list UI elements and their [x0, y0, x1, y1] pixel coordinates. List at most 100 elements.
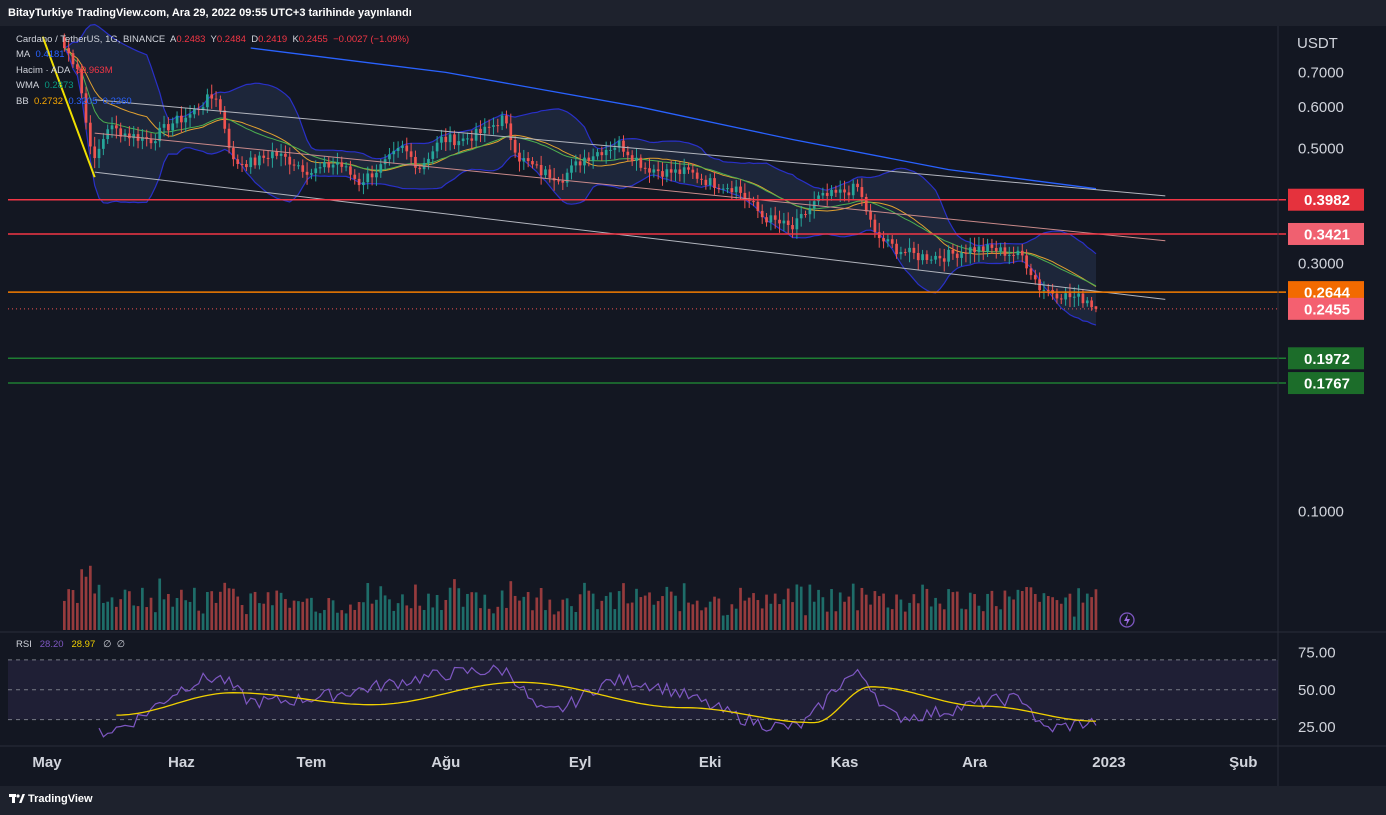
volume-bar — [158, 578, 162, 630]
candle-body — [357, 178, 361, 186]
candle-body — [912, 247, 916, 253]
candle-body — [435, 142, 439, 152]
rsi-label: RSI — [16, 639, 32, 650]
volume-bar — [908, 602, 911, 630]
candle-body — [851, 183, 855, 196]
volume-bar — [739, 587, 742, 630]
y-tick-label: 0.5000 — [1298, 140, 1344, 157]
volume-bar — [708, 601, 712, 630]
volume-bar — [886, 607, 890, 630]
candle-body — [960, 252, 963, 258]
rsi-extra-2: ∅ — [116, 639, 126, 650]
price-chart[interactable]: 0.39820.34210.26440.24550.19720.17670.70… — [0, 0, 1386, 786]
candle-body — [448, 134, 452, 143]
volume-bar — [1077, 588, 1080, 630]
volume-bar — [890, 609, 894, 630]
volume-bar — [687, 602, 690, 630]
volume-bar — [171, 606, 175, 630]
legend-ma-row[interactable]: MA 0.4181 — [16, 47, 409, 62]
candle-body — [942, 258, 946, 262]
drawings — [8, 36, 1286, 384]
volume-bar — [860, 587, 864, 630]
volume-bar — [470, 592, 474, 630]
candles — [63, 33, 1098, 313]
volume-bar — [275, 590, 279, 630]
candle-body — [470, 138, 474, 141]
candle-body — [227, 128, 231, 148]
candle-body — [262, 155, 266, 158]
legend-vol-row[interactable]: Hacim · ADA 39.963M — [16, 63, 409, 78]
price-level-label: 0.1972 — [1304, 351, 1350, 368]
candle-body — [353, 174, 357, 179]
volume-bar — [67, 589, 71, 630]
legend-symbol[interactable]: Cardano / TetherUS, 1G, BINANCE — [16, 34, 166, 45]
candle-body — [877, 232, 881, 239]
candle-body — [1077, 293, 1080, 297]
volume-bar — [535, 597, 539, 630]
volume-bar — [500, 590, 504, 630]
candle-body — [223, 110, 227, 129]
candle-body — [955, 253, 959, 258]
candle-body — [825, 192, 829, 196]
volume-bar — [843, 601, 846, 630]
volume-bar — [461, 606, 465, 630]
candle-body — [219, 99, 222, 111]
candle-body — [1012, 254, 1015, 256]
volume-bar — [1064, 597, 1067, 630]
volume-bar — [479, 608, 482, 630]
volume-bar — [626, 603, 630, 630]
volume-bar — [665, 586, 669, 630]
volume-bar — [609, 592, 612, 630]
candle-body — [756, 201, 760, 211]
volume-bar — [639, 597, 643, 630]
volume-bar — [544, 610, 547, 630]
candle-body — [431, 151, 435, 159]
volume-bar — [934, 597, 937, 630]
candle-body — [691, 169, 695, 173]
legend-bb-row[interactable]: BB 0.2732 0.3205 0.2260 — [16, 94, 409, 109]
candle-body — [630, 155, 634, 161]
candle-body — [80, 68, 84, 94]
volume-bar — [162, 599, 166, 630]
volume-bar — [994, 606, 998, 630]
price-level-label: 0.2644 — [1304, 285, 1351, 302]
volume-bar — [955, 591, 959, 630]
volume-bar — [448, 587, 452, 630]
rsi-legend[interactable]: RSI 28.20 28.97 ∅ ∅ — [16, 639, 125, 650]
candle-body — [669, 169, 673, 173]
volume-bar — [1003, 590, 1007, 630]
volume-bar — [782, 599, 786, 630]
candle-body — [947, 249, 950, 262]
volume-bar — [574, 611, 578, 630]
volume-bar — [149, 597, 153, 630]
volume-bar — [435, 594, 439, 630]
candle-body — [596, 152, 599, 157]
rsi-y-tick-label: 50.00 — [1298, 682, 1336, 699]
candle-body — [804, 214, 807, 216]
candle-body — [401, 145, 404, 148]
volume-bar — [210, 591, 214, 630]
candle-body — [531, 161, 534, 165]
candle-body — [206, 94, 209, 108]
candle-body — [1003, 247, 1007, 256]
volume-bar — [756, 600, 760, 630]
x-tick-label: Ağu — [431, 754, 460, 771]
volume-bar — [97, 584, 101, 630]
candle-body — [544, 169, 547, 176]
legend-wma-row[interactable]: WMA 0.2873 — [16, 78, 409, 93]
axis-unit-label: USDT — [1297, 35, 1338, 52]
candle-body — [496, 125, 500, 127]
candle-body — [864, 196, 868, 212]
footer-brand[interactable]: TradingView — [28, 793, 93, 805]
candle-body — [253, 157, 257, 166]
candle-body — [782, 220, 786, 224]
candle-body — [786, 220, 790, 225]
volume-bar — [730, 604, 734, 630]
candle-body — [375, 172, 378, 178]
candle-body — [461, 138, 465, 142]
candle-body — [349, 166, 352, 175]
candle-body — [115, 125, 118, 129]
candle-body — [622, 140, 625, 152]
candle-body — [929, 259, 933, 261]
volume-bar — [968, 592, 972, 630]
